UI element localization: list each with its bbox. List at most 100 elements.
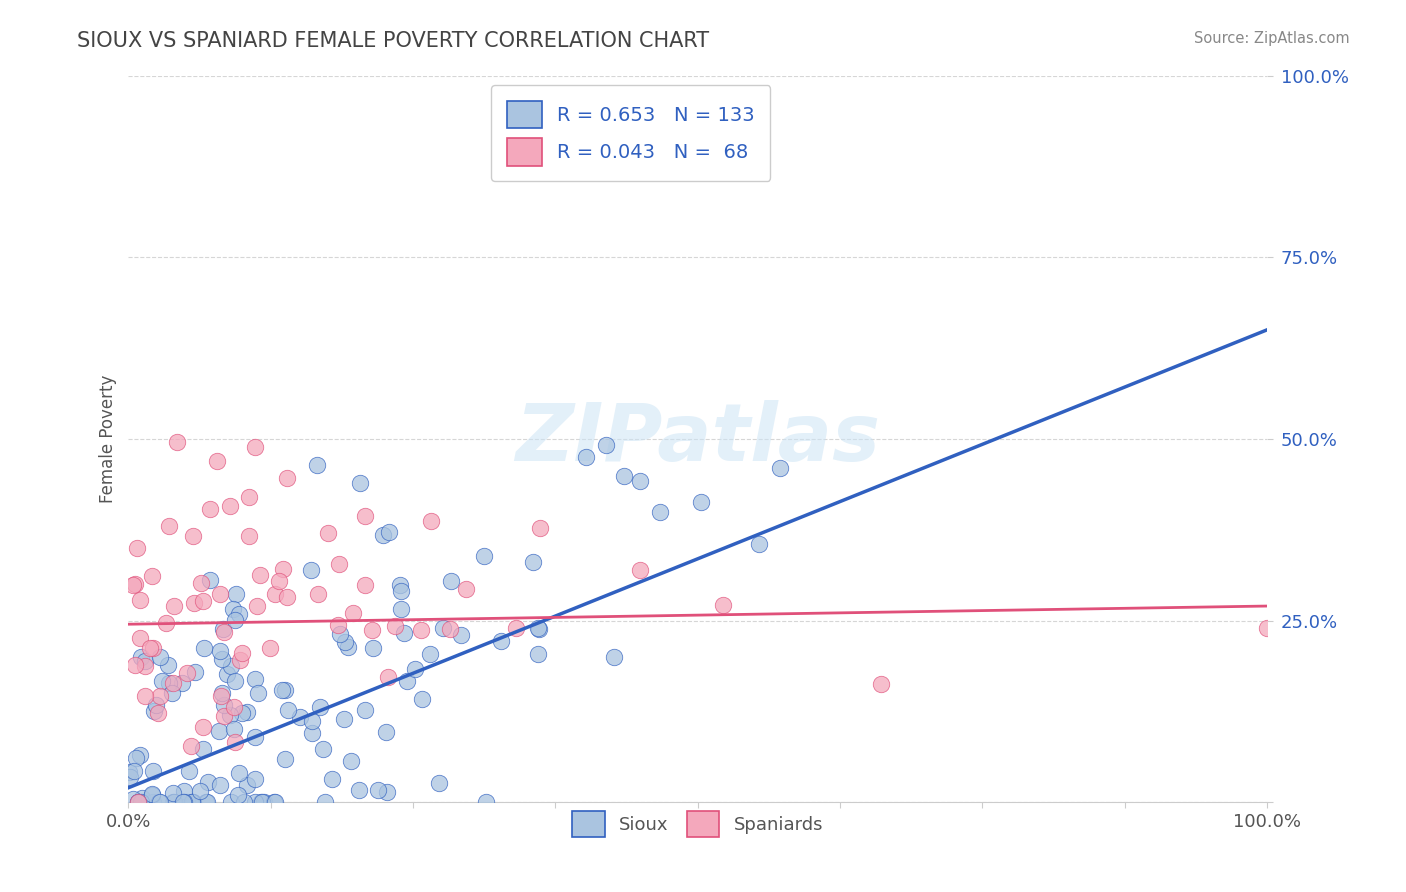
Point bbox=[226, 788, 249, 802]
Point bbox=[142, 641, 165, 656]
Point bbox=[353, 508, 375, 523]
Point bbox=[491, 634, 513, 648]
Point bbox=[336, 640, 359, 655]
Point bbox=[176, 665, 198, 680]
Point bbox=[156, 658, 179, 673]
Point bbox=[222, 601, 245, 615]
Point bbox=[209, 689, 232, 703]
Point bbox=[219, 795, 242, 809]
Point bbox=[439, 622, 461, 636]
Point bbox=[361, 624, 384, 638]
Point bbox=[181, 795, 204, 809]
Point bbox=[212, 625, 235, 640]
Point bbox=[326, 618, 349, 632]
Point bbox=[328, 627, 350, 641]
Point bbox=[249, 795, 271, 809]
Point bbox=[648, 505, 671, 519]
Point bbox=[215, 666, 238, 681]
Point bbox=[134, 659, 156, 673]
Point bbox=[259, 640, 281, 655]
Point bbox=[208, 778, 231, 792]
Point bbox=[276, 591, 298, 605]
Point bbox=[309, 699, 332, 714]
Point bbox=[127, 795, 149, 809]
Point bbox=[371, 527, 394, 541]
Point bbox=[122, 578, 145, 592]
Point bbox=[134, 690, 156, 704]
Point bbox=[389, 602, 412, 616]
Point bbox=[527, 622, 550, 636]
Point bbox=[335, 634, 357, 648]
Point bbox=[118, 770, 141, 784]
Point bbox=[249, 568, 271, 582]
Point bbox=[276, 470, 298, 484]
Point bbox=[127, 795, 149, 809]
Point bbox=[212, 698, 235, 712]
Point bbox=[162, 676, 184, 690]
Point bbox=[157, 519, 180, 533]
Point bbox=[769, 460, 792, 475]
Point bbox=[505, 621, 527, 635]
Point bbox=[247, 685, 270, 699]
Point bbox=[163, 795, 186, 809]
Point bbox=[267, 574, 290, 588]
Point bbox=[454, 582, 477, 597]
Point bbox=[229, 653, 252, 667]
Point bbox=[142, 704, 165, 718]
Point bbox=[440, 574, 463, 588]
Point bbox=[529, 521, 551, 535]
Point bbox=[193, 641, 215, 656]
Point bbox=[474, 549, 496, 563]
Point bbox=[603, 650, 626, 665]
Point bbox=[263, 795, 285, 809]
Point bbox=[184, 665, 207, 679]
Point bbox=[328, 557, 350, 571]
Point bbox=[238, 529, 260, 543]
Point bbox=[212, 622, 235, 636]
Point bbox=[127, 795, 149, 809]
Point bbox=[121, 792, 143, 806]
Point bbox=[378, 524, 401, 539]
Point bbox=[125, 541, 148, 556]
Point bbox=[290, 710, 312, 724]
Point bbox=[200, 502, 222, 516]
Point bbox=[152, 673, 174, 688]
Point bbox=[245, 772, 267, 786]
Point bbox=[190, 575, 212, 590]
Point bbox=[129, 592, 152, 607]
Point bbox=[301, 714, 323, 728]
Point bbox=[270, 682, 292, 697]
Point bbox=[340, 754, 363, 768]
Point bbox=[263, 795, 285, 809]
Point bbox=[219, 707, 242, 722]
Point bbox=[131, 790, 153, 805]
Point bbox=[228, 607, 250, 621]
Point bbox=[129, 795, 152, 809]
Point bbox=[197, 795, 219, 809]
Point bbox=[389, 577, 412, 591]
Point bbox=[141, 569, 163, 583]
Point bbox=[159, 675, 181, 690]
Point bbox=[419, 514, 441, 528]
Point bbox=[333, 712, 356, 726]
Point bbox=[141, 787, 163, 801]
Point bbox=[748, 537, 770, 551]
Point bbox=[209, 587, 232, 601]
Point bbox=[389, 583, 412, 598]
Point bbox=[225, 587, 247, 601]
Point bbox=[222, 722, 245, 736]
Point bbox=[180, 739, 202, 753]
Point bbox=[321, 772, 343, 786]
Point bbox=[374, 725, 396, 739]
Point bbox=[211, 686, 233, 700]
Point bbox=[711, 598, 734, 612]
Point bbox=[354, 578, 377, 592]
Point bbox=[411, 692, 433, 706]
Point bbox=[354, 703, 377, 717]
Point bbox=[129, 747, 152, 762]
Point bbox=[176, 795, 198, 809]
Point bbox=[271, 561, 294, 575]
Point bbox=[630, 475, 652, 489]
Point bbox=[238, 491, 260, 505]
Point bbox=[191, 742, 214, 756]
